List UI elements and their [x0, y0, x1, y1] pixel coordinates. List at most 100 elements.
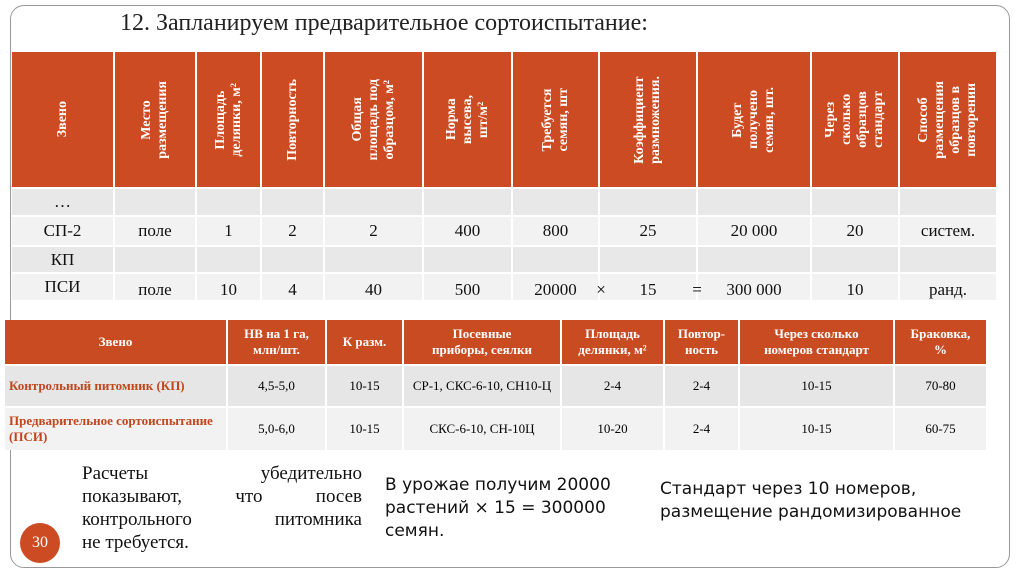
- table2-header-cell: Звено: [5, 320, 228, 364]
- cell-text: 2-4: [603, 378, 622, 393]
- table1-cell: [262, 187, 325, 215]
- cell-text: Предварительное сортоиспытание (ПСИ): [9, 413, 213, 444]
- note-line: семян.: [385, 521, 445, 541]
- cell-text: 10-20: [597, 421, 628, 436]
- cell-text: систем.: [920, 221, 976, 240]
- header-line: Площадь: [585, 326, 640, 341]
- note-line: Расчеты убедительно: [82, 463, 362, 484]
- cell-text: 2-4: [692, 378, 711, 393]
- header-line: К разм.: [342, 334, 387, 349]
- note-left: Расчеты убедительно показывают, что посев…: [82, 462, 362, 554]
- slide-frame: [10, 5, 1010, 568]
- header-line: Через: [823, 101, 838, 138]
- table2-header-cell: Площадь делянки, м²: [562, 320, 665, 364]
- cell-text: КП: [50, 249, 75, 269]
- header-line: размещения: [155, 80, 170, 159]
- table2-cell: Предварительное сортоиспытание (ПСИ): [5, 406, 228, 450]
- table2-cell: 4,5-5,0: [228, 364, 327, 406]
- header-line: семян, шт: [555, 87, 571, 152]
- note-right: Стандарт через 10 номеров, размещение ран…: [660, 478, 1010, 524]
- header-line: Коэффициент: [632, 75, 647, 164]
- table1-header-cell: Способ размещения образцов в повторении: [900, 52, 998, 187]
- cell-text: 10: [846, 280, 864, 299]
- header-line: Повторность: [284, 78, 300, 161]
- cell-text: 400: [454, 221, 481, 240]
- slide-title: 12. Запланируем предварительное сортоисп…: [120, 10, 648, 36]
- table1-cell: 20: [812, 215, 900, 245]
- note-middle: В урожае получим 20000 растений × 15 = 30…: [385, 474, 645, 543]
- operator: ×: [596, 280, 606, 299]
- operator: =: [692, 280, 702, 299]
- header-text: Повторность: [285, 79, 301, 161]
- table1-cell: поле: [115, 215, 197, 245]
- cell-text: 15: [639, 280, 657, 299]
- cell-text: СР-1, СКС-6-10, СН10-Ц: [412, 378, 552, 393]
- table1-cell: 2: [262, 215, 325, 245]
- header-line: номеров стандарт: [764, 342, 869, 357]
- table1-cell: [262, 245, 325, 272]
- header-line: размножения.: [648, 75, 663, 164]
- cell-text: 2-4: [692, 421, 711, 436]
- header-line: Способ: [916, 96, 931, 143]
- table1-cell: 20000: [513, 272, 600, 300]
- table1-cell: [424, 245, 513, 272]
- header-line: Площадь: [212, 89, 228, 150]
- table1-cell: КП: [12, 245, 115, 272]
- cell-text: поле: [138, 280, 172, 299]
- header-line: повторении: [964, 82, 979, 157]
- table1-cell: 25: [600, 215, 698, 245]
- header-line: сколько: [839, 93, 854, 146]
- header-line: НВ на 1 га,: [244, 326, 309, 341]
- header-line: Повтор-: [677, 326, 726, 341]
- cell-text: ПСИ: [44, 277, 81, 296]
- table2-cell: 10-15: [327, 364, 404, 406]
- cell-text: поле: [138, 221, 172, 240]
- table2-cell: 10-15: [327, 406, 404, 450]
- header-line: Браковка,: [910, 326, 971, 341]
- cell-text: Контрольный питомник (КП): [9, 378, 185, 393]
- table1-cell: 300 000: [698, 272, 812, 300]
- table1-cell: [115, 187, 197, 215]
- cell-text: 20 000: [730, 221, 778, 240]
- header-line: Посевные: [452, 326, 512, 341]
- cell-text: 40: [365, 280, 382, 299]
- cell-text: ранд.: [928, 280, 968, 299]
- cell-text: 500: [454, 280, 481, 299]
- table2-cell: 70-80: [895, 364, 988, 406]
- table1-header-cell: Коэффициент размножения.: [600, 52, 698, 187]
- cell-text: 10-15: [801, 378, 832, 393]
- header-text: Площадь делянки, м²: [213, 83, 245, 157]
- table1-cell: 500: [424, 272, 513, 300]
- table2-cell: 10-15: [740, 406, 895, 450]
- table2-cell: 60-75: [895, 406, 988, 450]
- note-line: размещение рандомизированное: [660, 502, 962, 522]
- table2-header-cell: К разм.: [327, 320, 404, 364]
- table2-cell: Контрольный питомник (КП): [5, 364, 228, 406]
- cell-text: 300 000: [726, 280, 782, 299]
- header-line: делянки, м²: [228, 82, 244, 157]
- table1-cell: 1: [197, 215, 262, 245]
- table1-cell: систем.: [900, 215, 998, 245]
- note-line: контрольного питомника: [82, 509, 362, 530]
- cell-text: 2: [288, 221, 297, 240]
- table2-header-cell: Повтор-ность: [665, 320, 740, 364]
- header-text: Способ размещения образцов в повторении: [916, 81, 980, 159]
- table1-cell: поле: [115, 272, 197, 300]
- header-line: Требуется: [539, 88, 555, 151]
- cell-text: СКС-6-10, СН-10Ц: [429, 421, 535, 436]
- header-line: стандарт: [871, 91, 886, 148]
- table1-cell: 40: [325, 272, 424, 300]
- header-line: образцов: [855, 91, 870, 148]
- table1-header-cell: Площадь делянки, м²: [197, 52, 262, 187]
- table2-header-cell: НВ на 1 га, млн/шт.: [228, 320, 327, 364]
- table1-cell: ПСИ: [12, 272, 115, 300]
- cell-text: СП-2: [43, 221, 82, 240]
- cell-text: 10: [220, 280, 237, 299]
- header-text: Будет получено семян, шт.: [730, 87, 778, 153]
- cell-text: 60-75: [925, 421, 956, 436]
- table1-cell: 4: [262, 272, 325, 300]
- table1-cell: 10: [812, 272, 900, 300]
- header-text: Через сколько образцов стандарт: [823, 91, 887, 148]
- cell-text: 5,0-6,0: [258, 421, 295, 436]
- cell-text: 25: [639, 221, 657, 240]
